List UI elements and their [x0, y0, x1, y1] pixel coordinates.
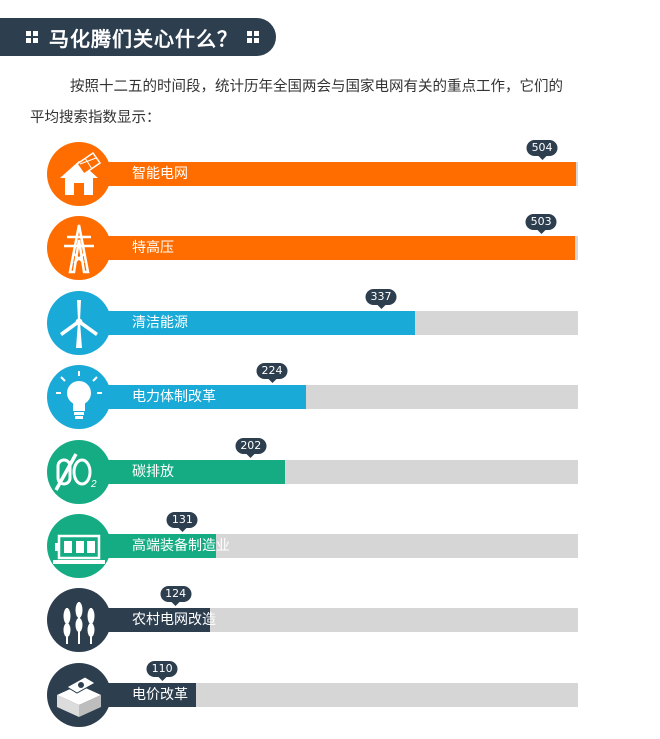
bar: [90, 460, 285, 484]
category-label: 特高压: [132, 240, 174, 256]
category-label: 电价改革: [132, 687, 188, 703]
motor-machine-icon: [47, 514, 111, 578]
intro-line-2: 平均搜索指数显示：: [30, 110, 161, 126]
category-label: 电力体制改革: [132, 389, 216, 405]
chart-row: 电价改革 110: [0, 661, 660, 729]
bar: [90, 311, 415, 335]
value-label: 124: [160, 586, 192, 606]
intro-paragraph: 按照十二五的时间段，统计历年全国两会与国家电网有关的重点工作，它们的 平均搜索指…: [30, 72, 630, 134]
value-label: 504: [526, 140, 558, 160]
category-label: 农村电网改造: [132, 612, 216, 628]
intro-line-1: 按照十二五的时间段，统计历年全国两会与国家电网有关的重点工作，它们的: [70, 79, 563, 95]
header-banner: 马化腾们关心什么？: [0, 18, 276, 56]
value-label: 224: [256, 363, 288, 383]
chart-row: 清洁能源 337: [0, 289, 660, 357]
bar: [90, 236, 576, 260]
chart-row: 特高压 503: [0, 214, 660, 282]
bar: [90, 385, 307, 409]
grid-icon: [247, 30, 260, 44]
chart-row: 高端装备制造业 131: [0, 512, 660, 580]
grid-icon: [26, 30, 39, 44]
co2-icon: 2: [47, 440, 111, 504]
page-title: 马化腾们关心什么？: [49, 26, 238, 51]
chart-row: 2 碳排放 202: [0, 438, 660, 506]
category-label: 高端装备制造业: [132, 538, 230, 554]
value-label: 337: [365, 289, 397, 309]
chart-row: 电力体制改革 224: [0, 363, 660, 431]
transmission-tower-icon: [47, 216, 111, 280]
value-label: 110: [146, 661, 178, 681]
wind-turbine-icon: [47, 291, 111, 355]
category-label: 清洁能源: [132, 315, 188, 331]
wheat-icon: [47, 588, 111, 652]
value-label: 202: [235, 438, 267, 458]
bar: [90, 534, 217, 558]
money-stack-icon: [47, 663, 111, 727]
house-solar-icon: [47, 142, 111, 206]
svg-text:2: 2: [90, 479, 97, 490]
category-label: 碳排放: [132, 464, 174, 480]
category-label: 智能电网: [132, 166, 188, 182]
value-label: 131: [166, 512, 198, 532]
value-label: 503: [525, 214, 557, 234]
light-bulb-icon: [47, 365, 111, 429]
bar: [90, 162, 577, 186]
chart-row: 智能电网 504: [0, 140, 660, 208]
chart-row: 农村电网改造 124: [0, 586, 660, 654]
